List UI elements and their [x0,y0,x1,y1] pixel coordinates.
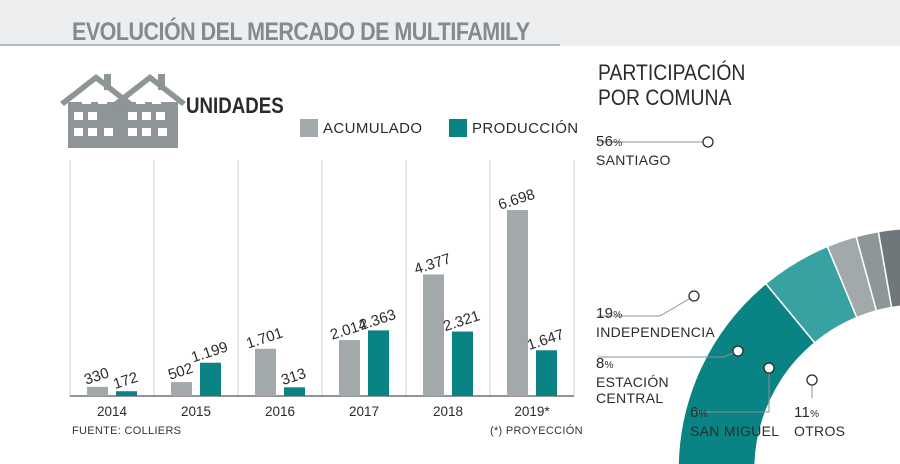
slice-value: 56 [596,133,614,150]
leader-line [598,295,695,317]
slice-label: 56% SANTIAGO [596,133,671,169]
slice-marker [702,136,714,148]
source-note: FUENTE: COLLIERS [72,425,182,437]
bar-acumulado [255,348,276,396]
slice-name: ESTACIÓN CENTRAL [596,374,669,406]
bar-producción [284,387,305,396]
page-title: EVOLUCIÓN DEL MERCADO DE MULTIFAMILY [72,18,530,46]
slice-value: 19 [596,305,614,322]
x-tick-label: 2019* [514,404,550,419]
legend-swatch-acumulado [300,119,318,137]
leader-line [690,368,770,413]
slice-value: 11 [794,404,811,421]
slice-name: SAN MIGUEL [690,423,780,439]
x-tick-label: 2018 [433,404,463,419]
x-tick-label: 2015 [181,404,211,419]
x-tick-label: 2014 [97,404,128,419]
donut-slice [877,228,900,309]
bar-value-label: 330 [82,365,111,389]
slice-label: 8% ESTACIÓN CENTRAL [596,355,669,407]
slice-value: 6 [690,404,699,421]
houses-icon [60,74,186,148]
bar-value-label: 313 [279,365,308,389]
donut-title-text: PARTICIPACIÓN POR COMUNA [598,60,746,110]
bar-acumulado [171,382,192,396]
bar-chart-title: UNIDADES [186,93,284,118]
x-tick-label: 2016 [265,404,295,419]
bar-value-label: 172 [111,369,140,393]
bar-producción [536,350,557,396]
slice-label: 6% SAN MIGUEL [690,404,780,440]
bar-acumulado [339,340,360,396]
slice-unit: % [604,360,614,371]
slice-value: 8 [596,355,605,372]
slice-unit: % [613,138,623,149]
slice-marker [732,345,744,357]
slice-unit: % [698,409,708,420]
bar-producción [452,331,473,396]
x-tick-label: 2017 [349,404,379,419]
projection-note: (*) PROYECCIÓN [490,425,583,437]
slice-name: OTROS [794,423,846,439]
title-underline [0,44,560,46]
slice-marker [806,374,818,386]
slice-label: 19% INDEPENDENCIA [596,305,716,341]
donut-chart-title: PARTICIPACIÓN POR COMUNA [598,60,745,110]
slice-unit: % [613,310,623,321]
legend-swatch-produccion [449,119,467,137]
bar-acumulado [423,274,444,396]
bar-producción [200,362,221,396]
bar-value-label: 502 [166,360,195,384]
bar-acumulado [507,210,528,396]
legend-label-produccion: PRODUCCIÓN [472,120,579,137]
slice-marker [763,362,775,374]
slice-label: 11% OTROS [794,404,846,440]
bar-producción [116,391,137,396]
slice-unit: % [810,409,820,420]
slice-marker [688,290,700,302]
bar-producción [368,330,389,396]
slice-name: INDEPENDENCIA [596,324,716,340]
bar-acumulado [87,386,108,396]
slice-name: SANTIAGO [596,152,671,168]
legend-label-acumulado: ACUMULADO [323,120,423,137]
